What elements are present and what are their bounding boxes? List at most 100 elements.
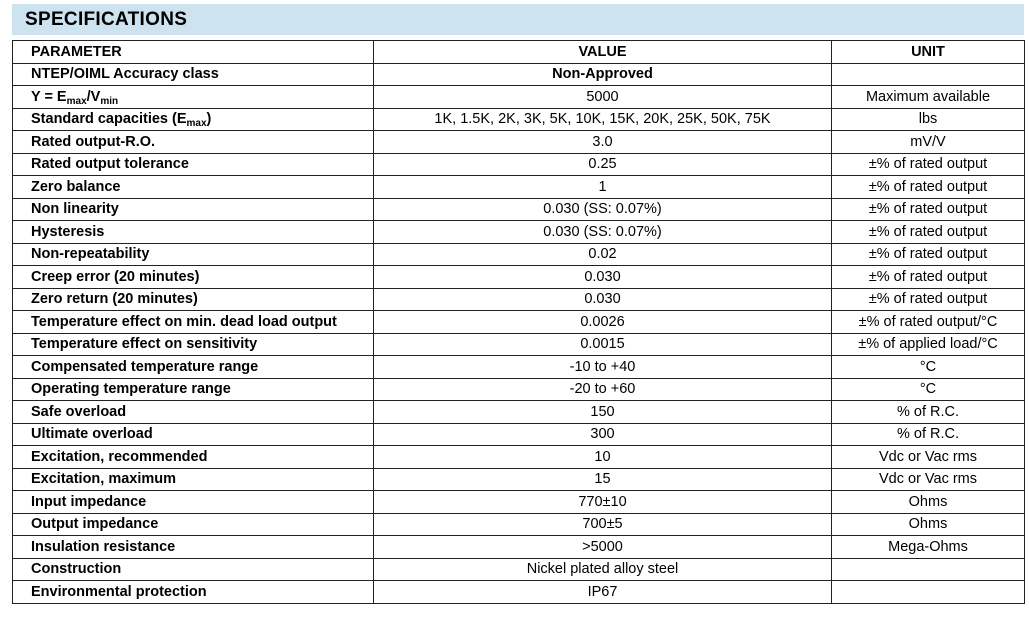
unit-cell: ±% of rated output	[831, 220, 1025, 244]
table-row: Compensated temperature range -10 to +40 °…	[12, 355, 1025, 379]
value-cell: 0.0015	[373, 332, 832, 356]
table-row: Output impedance 700±5 Ohms	[12, 512, 1025, 536]
table-row: Environmental protection IP67	[12, 580, 1025, 604]
unit-cell: ±% of applied load/°C	[831, 332, 1025, 356]
table-row: Temperature effect on min. dead load out…	[12, 310, 1025, 334]
header-parameter: PARAMETER	[12, 40, 374, 64]
unit-cell: Ohms	[831, 490, 1025, 514]
value-cell: IP67	[373, 580, 832, 604]
value-cell: 0.02	[373, 242, 832, 266]
unit-cell: Vdc or Vac rms	[831, 445, 1025, 469]
parameter-subscript: max	[186, 118, 207, 130]
value-cell: 0.0026	[373, 310, 832, 334]
parameter-cell: Rated output tolerance	[12, 152, 374, 176]
parameter-cell: Y = Emax/Vmin	[12, 85, 374, 109]
table-row: NTEP/OIML Accuracy class Non-Approved	[12, 62, 1025, 86]
parameter-text: Zero return (20 minutes)	[31, 291, 198, 308]
table-row: Rated output-R.O. 3.0 mV/V	[12, 130, 1025, 154]
table-row: Operating temperature range -20 to +60 °C	[12, 377, 1025, 401]
parameter-text: Rated output tolerance	[31, 156, 189, 173]
table-row: Non linearity 0.030 (SS: 0.07%) ±% of rate…	[12, 197, 1025, 221]
unit-cell	[831, 557, 1025, 581]
value-cell: 5000	[373, 85, 832, 109]
table-row: Creep error (20 minutes) 0.030 ±% of rated…	[12, 265, 1025, 289]
parameter-text: Temperature effect on sensitivity	[31, 336, 258, 353]
value-cell: 0.030	[373, 287, 832, 311]
unit-cell: % of R.C.	[831, 400, 1025, 424]
unit-cell: ±% of rated output	[831, 265, 1025, 289]
unit-cell: °C	[831, 355, 1025, 379]
unit-cell: % of R.C.	[831, 422, 1025, 446]
unit-cell: ±% of rated output	[831, 152, 1025, 176]
parameter-text: Rated output-R.O.	[31, 133, 156, 150]
table-row: Excitation, recommended 10 Vdc or Vac rms	[12, 445, 1025, 469]
parameter-cell: Excitation, recommended	[12, 445, 374, 469]
table-row: Ultimate overload 300% of R.C.	[12, 422, 1025, 446]
value-cell: Non-Approved	[373, 62, 832, 86]
header-value: VALUE	[373, 40, 832, 64]
unit-cell: ±% of rated output	[831, 242, 1025, 266]
parameter-cell: Output impedance	[12, 512, 374, 536]
header-unit: UNIT	[831, 40, 1025, 64]
value-cell: 300	[373, 422, 832, 446]
parameter-cell: Non linearity	[12, 197, 374, 221]
value-cell: 10	[373, 445, 832, 469]
parameter-text: /V	[86, 88, 101, 105]
table-body: NTEP/OIML Accuracy class Non-Approved Y = …	[12, 62, 1025, 604]
unit-cell: ±% of rated output	[831, 197, 1025, 221]
parameter-text: Non-repeatability	[31, 246, 150, 263]
value-cell: 770±10	[373, 490, 832, 514]
parameter-text: Excitation, recommended	[31, 448, 208, 465]
parameter-subscript: min	[100, 95, 119, 107]
parameter-text: Insulation resistance	[31, 538, 176, 555]
table-row: Input impedance 770±10 Ohms	[12, 490, 1025, 514]
parameter-cell: Non-repeatability	[12, 242, 374, 266]
parameter-cell: Construction	[12, 557, 374, 581]
table-header-row: PARAMETER VALUE UNIT	[12, 40, 1025, 64]
parameter-cell: Standard capacities (Emax)	[12, 107, 374, 131]
parameter-cell: Temperature effect on sensitivity	[12, 332, 374, 356]
parameter-text: Standard capacities (E	[31, 111, 187, 128]
parameter-text: )	[206, 111, 212, 128]
parameter-text: Hysteresis	[31, 223, 105, 240]
table-row: Safe overload 150% of R.C.	[12, 400, 1025, 424]
parameter-subscript: max	[66, 95, 87, 107]
value-cell: 0.030	[373, 265, 832, 289]
parameter-text: Safe overload	[31, 403, 127, 420]
value-cell: 1K, 1.5K, 2K, 3K, 5K, 10K, 15K, 20K, 25K…	[373, 107, 832, 131]
table-row: Excitation, maximum 15 Vdc or Vac rms	[12, 467, 1025, 491]
unit-cell: Ohms	[831, 512, 1025, 536]
value-cell: Nickel plated alloy steel	[373, 557, 832, 581]
parameter-text: NTEP/OIML Accuracy class	[31, 66, 219, 83]
parameter-cell: Safe overload	[12, 400, 374, 424]
parameter-text: Environmental protection	[31, 583, 207, 600]
parameter-text: Excitation, maximum	[31, 471, 177, 488]
table-row: Hysteresis 0.030 (SS: 0.07%) ±% of rated o…	[12, 220, 1025, 244]
value-cell: 3.0	[373, 130, 832, 154]
parameter-text: Compensated temperature range	[31, 358, 259, 375]
value-cell: 700±5	[373, 512, 832, 536]
parameter-text: Input impedance	[31, 493, 147, 510]
unit-cell: mV/V	[831, 130, 1025, 154]
unit-cell: Vdc or Vac rms	[831, 467, 1025, 491]
table-row: Temperature effect on sensitivity 0.0015 ±…	[12, 332, 1025, 356]
parameter-text: Output impedance	[31, 516, 159, 533]
section-header: SPECIFICATIONS	[12, 4, 1024, 35]
value-cell: 15	[373, 467, 832, 491]
table-row: Zero balance 1 ±% of rated output	[12, 175, 1025, 199]
parameter-text: Construction	[31, 561, 122, 578]
parameter-cell: Hysteresis	[12, 220, 374, 244]
parameter-cell: Temperature effect on min. dead load out…	[12, 310, 374, 334]
value-cell: 0.030 (SS: 0.07%)	[373, 220, 832, 244]
parameter-cell: Creep error (20 minutes)	[12, 265, 374, 289]
unit-cell: ±% of rated output	[831, 287, 1025, 311]
table-row: Zero return (20 minutes) 0.030 ±% of rated…	[12, 287, 1025, 311]
parameter-cell: Rated output-R.O.	[12, 130, 374, 154]
table-row: Standard capacities (Emax) 1K, 1.5K, 2K, …	[12, 107, 1025, 131]
value-cell: -20 to +60	[373, 377, 832, 401]
parameter-text: Temperature effect on min. dead load out…	[31, 313, 337, 330]
parameter-text: Zero balance	[31, 178, 121, 195]
unit-cell: ±% of rated output	[831, 175, 1025, 199]
value-cell: 0.030 (SS: 0.07%)	[373, 197, 832, 221]
specifications-table: PARAMETER VALUE UNIT NTEP/OIML Accuracy …	[12, 40, 1025, 604]
